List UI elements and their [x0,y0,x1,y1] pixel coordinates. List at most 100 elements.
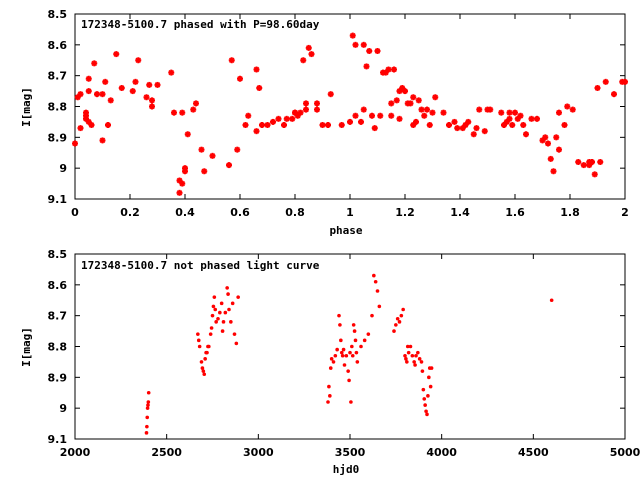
phased-x-axis-label: phase [329,224,362,237]
phased-data-point [325,122,331,128]
unphased-data-point [342,363,347,367]
unphased-data-point [196,332,200,336]
unphased-data-point [404,357,408,361]
unphased-chart-title: 172348-5100.7 not phased light curve [81,259,320,272]
unphased-data-point [372,273,376,278]
phased-data-point [415,97,422,104]
phased-data-point [234,146,241,153]
phased-data-point [402,88,408,95]
unphased-data-point [145,406,150,410]
unphased-data-point [354,350,359,355]
unphased-data-point [427,375,431,380]
unphased-y-tick-label: 8.8 [48,341,68,354]
phased-data-point [171,109,177,116]
phased-data-point [602,78,609,85]
phased-data-point [476,106,483,113]
phased-data-point [94,91,100,98]
phased-data-point [520,122,527,128]
phased-data-point [539,137,546,144]
phased-data-point [149,103,155,110]
phased-x-tick-label: 2 [621,206,629,219]
phased-data-point [77,91,84,98]
phased-data-point [352,41,359,48]
phased-data-point [176,189,183,196]
phased-data-points [72,32,628,196]
phased-chart-title: 172348-5100.7 phased with P=98.60day [81,18,320,31]
phased-data-point [237,75,243,82]
unphased-data-point [146,390,151,395]
phased-data-point [179,109,186,116]
unphased-data-point [212,295,217,299]
phased-x-tick-label: 1 [346,206,354,219]
unphased-data-point [419,360,424,364]
unphased-data-point [375,289,380,293]
phased-data-point [99,91,106,98]
unphased-data-point [350,353,355,358]
phased-data-point [319,122,326,128]
phased-data-point [105,122,111,128]
phased-data-point [259,122,265,128]
phased-data-point [305,44,312,51]
phased-data-point [556,146,562,153]
phased-data-point [363,63,370,70]
phased-data-point [399,85,406,91]
phased-axis-ticks: 0 0.2 0.4 0.6 0.8 1 1.2 1.4 1.6 1.8 2 8.5 8.6 8.7 8.8 8… [48,8,629,219]
phased-data-point [388,112,395,119]
phased-x-tick-label: 0.8 [285,206,305,219]
unphased-x-axis-label: hjd0 [333,463,360,476]
unphased-y-tick-label: 8.9 [48,371,68,384]
phased-x-tick-label: 0.4 [175,206,195,219]
unphased-x-tick-label: 2500 [151,446,182,459]
unphased-data-point [209,326,214,330]
unphased-data-point [328,394,332,398]
unphased-data-point [410,353,415,358]
unphased-data-point [424,409,428,414]
unphased-data-point [408,344,413,349]
unphased-plot-frame [74,253,626,440]
phased-data-point [426,122,433,128]
phased-data-point [327,91,334,98]
unphased-data-point [144,431,149,435]
phased-data-point [542,134,549,141]
phased-data-point [168,69,175,76]
phased-data-point [118,85,125,91]
unphased-data-point [223,310,228,315]
unphased-data-point [353,338,358,343]
phased-data-point [503,118,510,125]
phased-data-point [184,131,191,138]
phased-data-point [393,97,400,104]
phased-data-point [534,115,540,122]
phased-data-point [429,109,436,116]
unphased-data-point [370,313,374,318]
unphased-data-point [413,363,417,367]
unphased-data-point [351,323,356,327]
phased-data-point [85,88,92,95]
unphased-data-point [227,307,231,312]
phased-data-point [594,85,601,91]
phased-data-point [523,131,529,138]
phased-data-point [83,109,89,116]
phased-data-point [85,75,92,82]
phased-data-point [99,137,106,144]
unphased-data-point [232,332,237,336]
phased-data-point [391,66,397,73]
unphased-data-point [331,360,336,364]
unphased-data-point [395,316,400,321]
unphased-data-point [422,397,427,401]
phased-y-tick-label: 9 [59,162,67,175]
unphased-data-point [207,344,211,349]
phased-data-point [72,140,78,147]
phased-data-point [561,122,568,128]
phased-data-point [146,81,153,88]
phased-data-point [226,162,232,169]
phased-data-point [470,131,477,138]
phased-data-point [377,112,384,119]
unphased-data-point [399,313,404,318]
unphased-data-point [229,320,233,324]
unphased-data-point [210,313,215,318]
unphased-data-point [200,366,205,370]
phased-data-point [410,94,417,101]
unphased-data-point [145,415,150,420]
unphased-data-point [216,316,220,321]
phased-data-point [179,180,186,187]
